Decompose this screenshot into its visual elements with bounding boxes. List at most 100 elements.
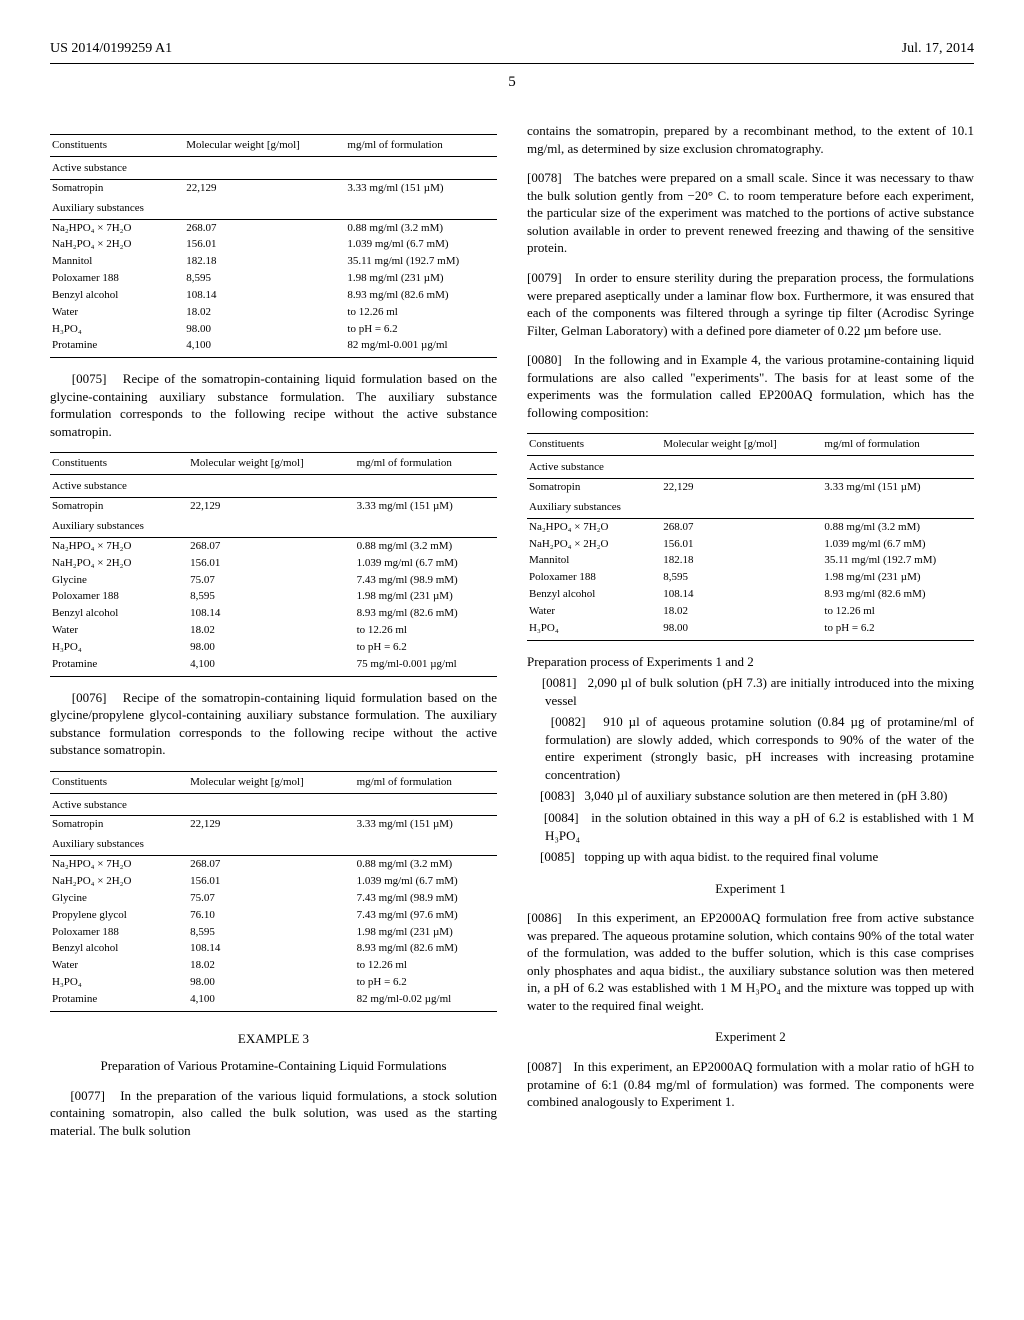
experiment-2-heading: Experiment 2	[527, 1028, 974, 1046]
para-num: [0087]	[527, 1059, 562, 1074]
table-cell	[349, 515, 497, 537]
table-cell: 22,129	[178, 816, 348, 833]
table-cell: Water	[527, 603, 651, 620]
para-text: Recipe of the somatropin-containing liqu…	[50, 690, 497, 758]
table-cell: Auxiliary substances	[50, 833, 178, 855]
table-header: Constituents	[50, 135, 174, 157]
table-cell: 75 mg/ml-0.001 µg/ml	[349, 656, 497, 676]
table-cell: Auxiliary substances	[50, 515, 178, 537]
para-num: [0080]	[527, 352, 562, 367]
para-num: [0082]	[551, 714, 586, 729]
table-cell: to pH = 6.2	[349, 974, 497, 991]
left-column: ConstituentsMolecular weight [g/mol]mg/m…	[50, 122, 497, 1151]
table-cell: 18.02	[178, 957, 348, 974]
table-cell: 268.07	[174, 219, 339, 236]
table-cell: 1.039 mg/ml (6.7 mM)	[349, 555, 497, 572]
table-cell: to 12.26 ml	[339, 304, 497, 321]
table-cell: H₃PO₄	[50, 974, 178, 991]
para-text: In the following and in Example 4, the v…	[527, 352, 974, 420]
table-cell: Na₂HPO₄ × 7H₂O	[50, 537, 178, 554]
table-cell: 98.00	[174, 321, 339, 338]
table-header: Constituents	[50, 771, 178, 793]
table-cell: 76.10	[178, 907, 348, 924]
table-3: ConstituentsMolecular weight [g/mol]mg/m…	[50, 771, 497, 1012]
table-cell: 3.33 mg/ml (151 µM)	[349, 498, 497, 515]
para-text: Recipe of the somatropin-containing liqu…	[50, 371, 497, 439]
table-cell: 22,129	[651, 479, 816, 496]
table-cell: Poloxamer 188	[50, 588, 178, 605]
para-text: 3,040 µl of auxiliary substance solution…	[584, 788, 947, 803]
table-cell: 268.07	[178, 856, 348, 873]
table-cell: Water	[50, 304, 174, 321]
table-header: Molecular weight [g/mol]	[174, 135, 339, 157]
table-cell: 0.88 mg/ml (3.2 mM)	[349, 856, 497, 873]
table-cell: to pH = 6.2	[816, 620, 974, 640]
example-heading: EXAMPLE 3	[50, 1030, 497, 1048]
para-text: In order to ensure sterility during the …	[527, 270, 974, 338]
table-cell: Somatropin	[50, 179, 174, 196]
table-cell: Auxiliary substances	[50, 197, 174, 219]
table-cell: H₃PO₄	[50, 639, 178, 656]
para-num: [0086]	[527, 910, 562, 925]
table-cell: 8.93 mg/ml (82.6 mM)	[816, 586, 974, 603]
table-cell	[174, 197, 339, 219]
table-cell: to 12.26 ml	[349, 957, 497, 974]
table-cell: 75.07	[178, 890, 348, 907]
doc-id: US 2014/0199259 A1	[50, 40, 172, 59]
table-cell: 268.07	[651, 518, 816, 535]
para-text: 910 µl of aqueous protamine solution (0.…	[545, 714, 974, 782]
para-num: [0077]	[70, 1088, 105, 1103]
table-header: Molecular weight [g/mol]	[178, 771, 348, 793]
experiment-1-heading: Experiment 1	[527, 880, 974, 898]
table-cell: 1.039 mg/ml (6.7 mM)	[339, 236, 497, 253]
table-4: ConstituentsMolecular weight [g/mol]mg/m…	[527, 433, 974, 640]
table-cell: 98.00	[651, 620, 816, 640]
paragraph-0086: [0086] In this experiment, an EP2000AQ f…	[527, 909, 974, 1014]
table-cell: to pH = 6.2	[339, 321, 497, 338]
table-cell: 75.07	[178, 572, 348, 589]
paragraph-continuation: contains the somatropin, prepared by a r…	[527, 122, 974, 157]
para-num: [0078]	[527, 170, 562, 185]
prep-heading: Preparation process of Experiments 1 and…	[527, 653, 974, 671]
table-cell: H₃PO₄	[527, 620, 651, 640]
table-cell: 156.01	[178, 555, 348, 572]
example-subheading: Preparation of Various Protamine-Contain…	[50, 1057, 497, 1075]
prep-bullet: [0084] in the solution obtained in this …	[545, 809, 974, 844]
table-cell	[178, 833, 348, 855]
para-text: topping up with aqua bidist. to the requ…	[584, 849, 878, 864]
table-cell: 1.98 mg/ml (231 µM)	[816, 569, 974, 586]
table-cell: Benzyl alcohol	[527, 586, 651, 603]
table-cell: 8,595	[651, 569, 816, 586]
table-cell: 8,595	[174, 270, 339, 287]
paragraph-0079: [0079] In order to ensure sterility duri…	[527, 269, 974, 339]
page-number: 5	[50, 72, 974, 92]
table-cell: 98.00	[178, 639, 348, 656]
para-num: [0075]	[72, 371, 107, 386]
table-cell: 7.43 mg/ml (98.9 mM)	[349, 890, 497, 907]
table-cell: Na₂HPO₄ × 7H₂O	[50, 219, 174, 236]
table-cell: 182.18	[651, 552, 816, 569]
table-cell: 108.14	[178, 605, 348, 622]
table-cell: 8,595	[178, 924, 348, 941]
prep-bullet: [0085] topping up with aqua bidist. to t…	[545, 848, 974, 866]
table-section: Active substance	[50, 156, 497, 179]
table-cell: NaH₂PO₄ × 2H₂O	[527, 536, 651, 553]
paragraph-0087: [0087] In this experiment, an EP2000AQ f…	[527, 1058, 974, 1111]
table-cell: 108.14	[178, 940, 348, 957]
table-cell: Benzyl alcohol	[50, 605, 178, 622]
table-cell: Somatropin	[50, 498, 178, 515]
table-cell: 18.02	[174, 304, 339, 321]
paragraph-0078: [0078] The batches were prepared on a sm…	[527, 169, 974, 257]
table-cell: NaH₂PO₄ × 2H₂O	[50, 236, 174, 253]
table-cell: Benzyl alcohol	[50, 940, 178, 957]
table-cell	[349, 833, 497, 855]
table-cell: 18.02	[651, 603, 816, 620]
table-header: mg/ml of formulation	[349, 771, 497, 793]
para-text: In this experiment, an EP2000AQ formulat…	[527, 1059, 974, 1109]
table-cell	[816, 496, 974, 518]
para-text: 2,090 µl of bulk solution (pH 7.3) are i…	[545, 675, 974, 708]
table-1: ConstituentsMolecular weight [g/mol]mg/m…	[50, 134, 497, 358]
table-cell: Glycine	[50, 572, 178, 589]
table-cell: 1.98 mg/ml (231 µM)	[349, 924, 497, 941]
table-cell: 3.33 mg/ml (151 µM)	[339, 179, 497, 196]
